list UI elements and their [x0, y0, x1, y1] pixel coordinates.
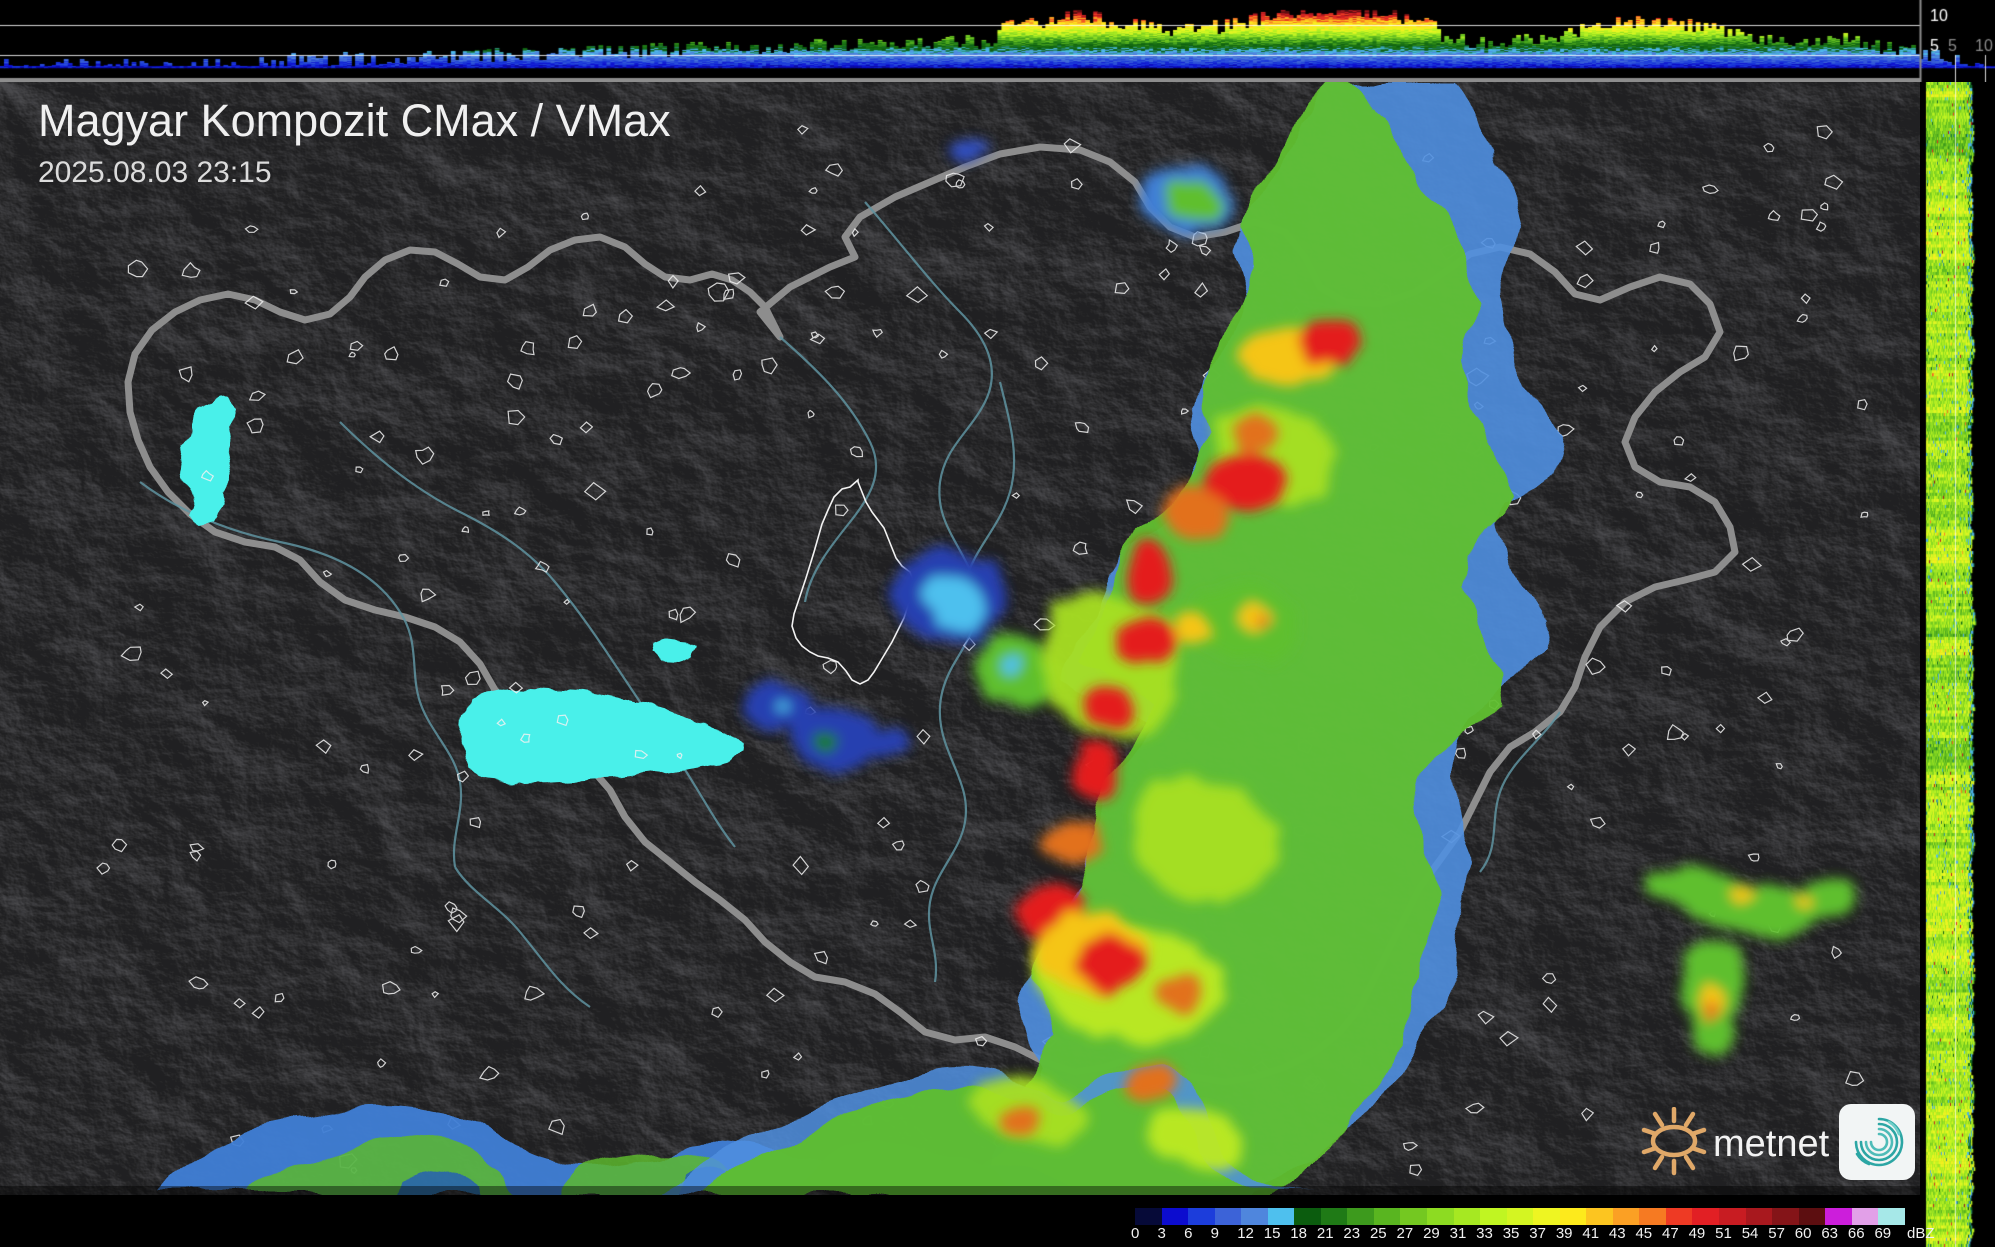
svg-text:metnet: metnet	[1713, 1123, 1830, 1165]
